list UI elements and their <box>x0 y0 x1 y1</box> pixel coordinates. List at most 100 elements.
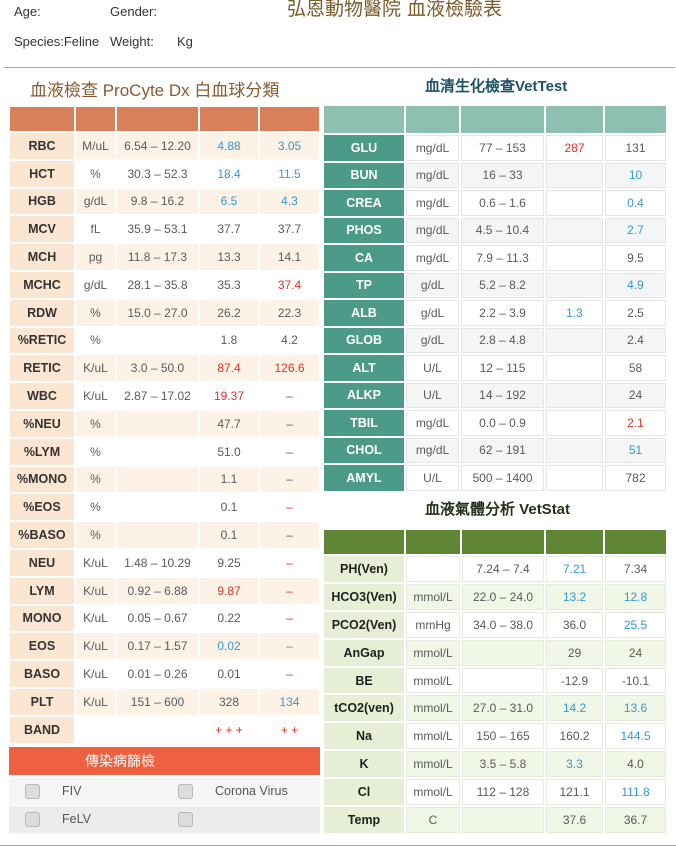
gas-test-name: BE <box>324 667 404 694</box>
gas-unit: mmol/L <box>406 667 460 694</box>
chem-result-1 <box>546 410 603 436</box>
cbc-test-name: MCHC <box>10 271 74 298</box>
chem-result-2: 131 <box>605 135 666 161</box>
cbc-reference-range <box>117 466 198 493</box>
cbc-test-name: %MONO <box>10 466 74 493</box>
cbc-unit: K/uL <box>76 605 115 632</box>
gas-result-1: 7.21 <box>546 556 603 582</box>
chem-test-name: ALB <box>324 300 404 326</box>
chem-unit: mg/dL <box>406 135 459 161</box>
cbc-test-name: EOS <box>10 633 74 660</box>
cbc-result-2: 37.4 <box>260 271 319 298</box>
chem-unit: mg/dL <box>406 217 459 243</box>
footer-divider <box>0 845 676 846</box>
gas-reference-range: 150 – 165 <box>462 723 544 750</box>
gas-test-name: PH(Ven) <box>324 556 404 582</box>
gas-result-1: 14.2 <box>546 695 603 722</box>
cbc-reference-range: 0.05 – 0.67 <box>117 605 198 632</box>
cbc-reference-range: 3.0 – 50.0 <box>117 355 198 382</box>
weight-label: Weight: <box>110 34 154 49</box>
chem-result-2: 9.5 <box>605 245 666 271</box>
chem-result-1: 1.3 <box>546 300 603 326</box>
gas-header-cell <box>406 530 460 554</box>
gas-reference-range: 34.0 – 38.0 <box>462 611 544 638</box>
cbc-reference-range: 35.9 – 53.1 <box>117 216 198 243</box>
chem-test-name: AMYL <box>324 465 404 491</box>
screening-row: FIV Corona Virus <box>9 778 320 805</box>
cbc-unit: K/uL <box>76 355 115 382</box>
chem-result-1 <box>546 437 603 463</box>
gas-result-2: 4.0 <box>605 751 666 778</box>
chem-header-cell <box>605 106 666 133</box>
cbc-header-cell <box>76 107 115 131</box>
age-label: Age: <box>14 4 41 19</box>
cbc-reference-range <box>117 522 198 548</box>
cbc-result-1: 13.3 <box>200 244 258 270</box>
cbc-reference-range: 15.0 – 27.0 <box>117 299 198 326</box>
cbc-test-name: %RETIC <box>10 327 74 354</box>
felv-checkbox[interactable] <box>25 812 40 827</box>
gas-header-cell <box>462 530 544 554</box>
chem-test-name: ALKP <box>324 382 404 408</box>
cbc-result-1: 0.1 <box>200 522 258 548</box>
chem-header-cell <box>406 106 459 133</box>
cbc-unit: % <box>76 160 115 187</box>
screening-row: FeLV <box>9 806 320 833</box>
cbc-result-1: 0.01 <box>200 661 258 687</box>
cbc-test-name: LYM <box>10 577 74 604</box>
chem-result-2: 0.4 <box>605 190 666 216</box>
gas-header-cell <box>605 530 666 554</box>
chem-test-name: CHOL <box>324 437 404 463</box>
cbc-result-1: 9.25 <box>200 549 258 576</box>
fiv-checkbox[interactable] <box>25 784 40 799</box>
chem-test-name: TP <box>324 272 404 298</box>
cbc-result-2: – <box>260 466 319 493</box>
chem-result-1 <box>546 272 603 298</box>
chem-reference-range: 14 – 192 <box>461 382 544 408</box>
chem-unit: g/dL <box>406 272 459 298</box>
chem-header-cell <box>324 106 404 133</box>
cbc-result-2: 4.2 <box>260 327 319 354</box>
gas-reference-range: 112 – 128 <box>462 779 544 806</box>
cbc-result-2: 134 <box>260 688 319 715</box>
cbc-result-2: – <box>260 633 319 660</box>
chem-unit: U/L <box>406 355 459 381</box>
chem-unit: mg/dL <box>406 410 459 436</box>
gas-test-name: PCO2(Ven) <box>324 611 404 638</box>
cbc-reference-range <box>117 410 198 437</box>
chem-reference-range: 62 – 191 <box>461 437 544 463</box>
gas-reference-range: 3.5 – 5.8 <box>462 751 544 778</box>
gas-result-2: 25.5 <box>605 611 666 638</box>
fiv-label: FIV <box>62 784 82 798</box>
chemistry-section-title: 血清生化檢查VetTest <box>425 78 568 95</box>
cbc-result-1: 328 <box>200 688 258 715</box>
cbc-unit: M/uL <box>76 133 115 159</box>
gas-unit: mmol/L <box>406 639 460 666</box>
cbc-test-name: BAND <box>10 716 74 743</box>
blank-checkbox[interactable] <box>178 812 193 827</box>
cbc-unit: % <box>76 438 115 465</box>
gas-result-1: 36.0 <box>546 611 603 638</box>
gas-unit: mmol/L <box>406 779 460 806</box>
cbc-reference-range: 151 – 600 <box>117 688 198 715</box>
chem-result-1 <box>546 355 603 381</box>
corona-virus-checkbox[interactable] <box>178 784 193 799</box>
chem-unit: mg/dL <box>406 437 459 463</box>
chem-result-2: 24 <box>605 382 666 408</box>
gas-result-2: 13.6 <box>605 695 666 722</box>
cbc-unit: fL <box>76 216 115 243</box>
cbc-result-1: 37.7 <box>200 216 258 243</box>
cbc-result-1: 6.5 <box>200 188 258 215</box>
cbc-result-2: – <box>260 494 319 521</box>
cbc-result-1: 18.4 <box>200 160 258 187</box>
cbc-test-name: WBC <box>10 383 74 409</box>
gas-result-1: 160.2 <box>546 723 603 750</box>
cbc-reference-range: 28.1 – 35.8 <box>117 271 198 298</box>
cbc-test-name: MCV <box>10 216 74 243</box>
gas-test-name: Cl <box>324 779 404 806</box>
cbc-reference-range: 2.87 – 17.02 <box>117 383 198 409</box>
cbc-header-cell <box>117 107 198 131</box>
cbc-test-name: %NEU <box>10 410 74 437</box>
cbc-test-name: RDW <box>10 299 74 326</box>
chem-reference-range: 2.8 – 4.8 <box>461 327 544 353</box>
